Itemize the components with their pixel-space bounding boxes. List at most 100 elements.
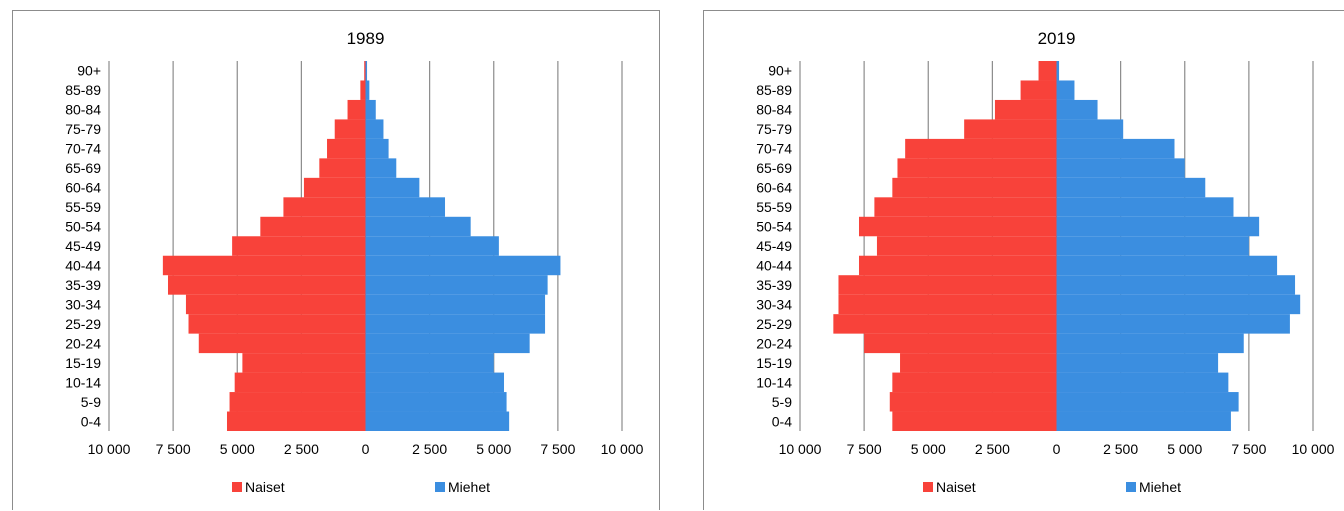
chart-title: 2019 (1038, 29, 1076, 48)
bar-naiset-70-74 (905, 138, 1057, 159)
bar-naiset-80-84 (347, 99, 366, 120)
bar-miehet-65-69 (1056, 158, 1185, 178)
bar-miehet-90+ (1056, 61, 1060, 81)
bar-naiset-25-29 (833, 314, 1057, 334)
x-tick-label: 7 500 (540, 441, 575, 457)
bar-miehet-45-49 (1056, 236, 1249, 256)
x-tick-label: 2 500 (284, 441, 319, 457)
bar-miehet-55-59 (365, 197, 446, 217)
bar-miehet-25-29 (365, 314, 546, 334)
bar-miehet-40-44 (365, 255, 561, 276)
bar-miehet-40-44 (1056, 255, 1278, 276)
y-tick-label: 0-4 (772, 413, 792, 429)
y-tick-label: 40-44 (756, 257, 792, 273)
x-tick-label: 2 500 (1103, 441, 1138, 457)
x-tick-label: 5 000 (220, 441, 255, 457)
bar-naiset-85-89 (1020, 80, 1057, 100)
bar-miehet-10-14 (365, 372, 505, 393)
bar-miehet-20-24 (365, 333, 530, 354)
chart-svg: 1989 10 000 7 500 5 000 2 500 0 2 500 5 000 7 50… (65, 29, 644, 495)
y-tick-label: 45-49 (65, 238, 101, 254)
bar-naiset-30-34 (185, 294, 366, 315)
y-tick-label: 85-89 (65, 82, 101, 98)
y-tick-label: 80-84 (756, 102, 792, 118)
bar-naiset-80-84 (994, 99, 1057, 120)
bar-naiset-40-44 (858, 255, 1057, 276)
legend-swatch-naiset (232, 482, 242, 492)
bar-miehet-55-59 (1056, 197, 1234, 217)
bar-miehet-60-64 (365, 177, 420, 198)
bar-naiset-75-79 (964, 119, 1057, 139)
y-tick-label: 25-29 (756, 316, 792, 332)
bar-miehet-50-54 (1056, 216, 1260, 237)
y-tick-label: 90+ (768, 63, 792, 79)
y-tick-label: 50-54 (756, 219, 792, 235)
y-tick-label: 5-9 (772, 394, 792, 410)
bar-miehet-0-4 (1056, 411, 1231, 431)
x-tick-label: 7 500 (156, 441, 191, 457)
bar-miehet-35-39 (365, 275, 548, 295)
y-tick-label: 90+ (77, 63, 101, 79)
y-tick-label: 35-39 (756, 277, 792, 293)
y-tick-label: 40-44 (65, 257, 101, 273)
x-tick-label: 10 000 (779, 441, 822, 457)
bar-naiset-75-79 (334, 119, 366, 139)
y-tick-label: 30-34 (756, 296, 792, 312)
bar-naiset-30-34 (838, 294, 1057, 315)
y-tick-label: 70-74 (65, 141, 101, 157)
bar-naiset-60-64 (892, 177, 1057, 198)
y-tick-label: 15-19 (756, 355, 792, 371)
legend-label-miehet: Miehet (448, 479, 490, 495)
bar-miehet-65-69 (365, 158, 397, 178)
pyramid-chart-1989: 1989 10 000 7 500 5 000 2 500 0 2 500 5 000 7 50… (12, 10, 660, 510)
bar-naiset-40-44 (162, 255, 366, 276)
x-tick-label: 2 500 (975, 441, 1010, 457)
bar-miehet-45-49 (365, 236, 499, 256)
bar-naiset-55-59 (283, 197, 366, 217)
bar-miehet-60-64 (1056, 177, 1206, 198)
bar-naiset-65-69 (319, 158, 366, 178)
bar-naiset-50-54 (260, 216, 366, 237)
bar-naiset-90+ (364, 61, 366, 81)
x-tick-label: 0 (362, 441, 370, 457)
y-tick-label: 55-59 (65, 199, 101, 215)
bar-naiset-0-4 (892, 411, 1057, 431)
y-tick-label: 5-9 (81, 394, 101, 410)
legend-swatch-miehet (435, 482, 445, 492)
y-tick-label: 20-24 (756, 335, 792, 351)
bar-naiset-85-89 (360, 80, 366, 100)
bar-miehet-85-89 (365, 80, 370, 100)
bar-miehet-80-84 (1056, 99, 1098, 120)
bar-miehet-30-34 (365, 294, 546, 315)
legend-swatch-miehet (1126, 482, 1136, 492)
bar-naiset-35-39 (838, 275, 1057, 295)
y-tick-label: 80-84 (65, 102, 101, 118)
y-tick-label: 45-49 (756, 238, 792, 254)
bar-naiset-5-9 (889, 392, 1057, 412)
y-tick-label: 55-59 (756, 199, 792, 215)
bar-naiset-50-54 (858, 216, 1057, 237)
legend-label-miehet: Miehet (1139, 479, 1181, 495)
legend-swatch-naiset (923, 482, 933, 492)
x-tick-label: 5 000 (1167, 441, 1202, 457)
bar-naiset-0-4 (226, 411, 366, 431)
bar-miehet-35-39 (1056, 275, 1296, 295)
bar-miehet-70-74 (1056, 138, 1175, 159)
x-tick-label: 0 (1053, 441, 1061, 457)
bar-naiset-60-64 (303, 177, 366, 198)
x-tick-label: 7 500 (847, 441, 882, 457)
bar-miehet-85-89 (1056, 80, 1075, 100)
x-tick-label: 10 000 (601, 441, 644, 457)
y-tick-label: 20-24 (65, 335, 101, 351)
bar-naiset-10-14 (892, 372, 1057, 393)
x-tick-label: 10 000 (1292, 441, 1335, 457)
y-tick-label: 70-74 (756, 141, 792, 157)
y-tick-label: 25-29 (65, 316, 101, 332)
bar-miehet-0-4 (365, 411, 510, 431)
y-tick-label: 75-79 (756, 121, 792, 137)
x-tick-label: 2 500 (412, 441, 447, 457)
bar-naiset-55-59 (874, 197, 1057, 217)
bar-naiset-5-9 (229, 392, 366, 412)
bar-naiset-15-19 (900, 353, 1057, 373)
bar-miehet-90+ (365, 61, 368, 81)
